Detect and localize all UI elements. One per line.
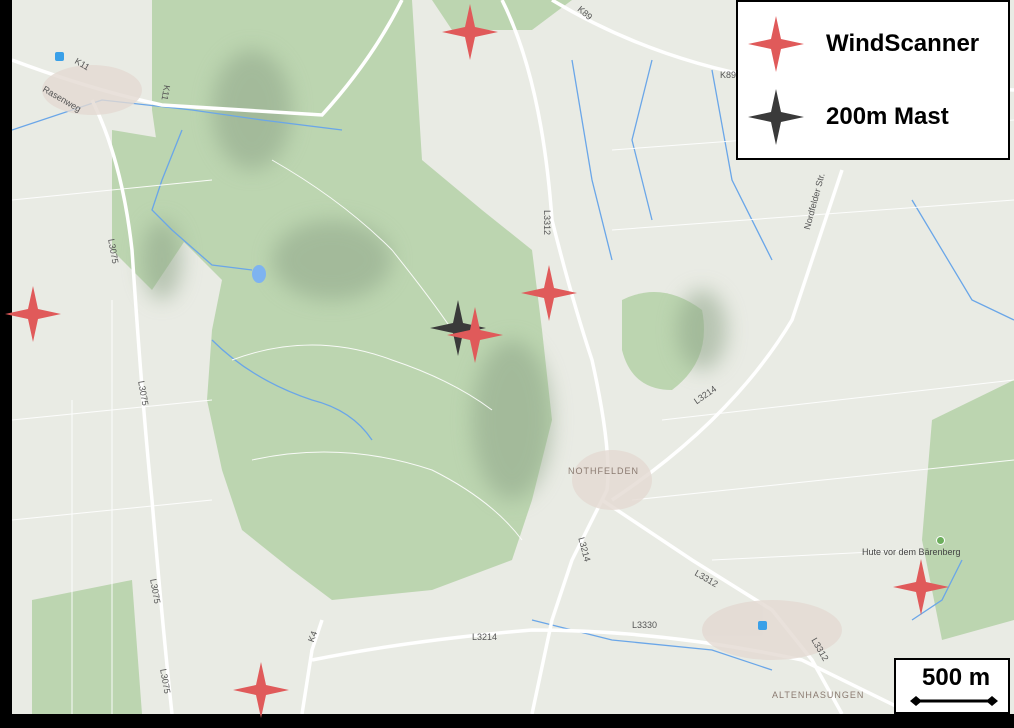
windscanner-marker[interactable] [233, 662, 289, 718]
windscanner-marker[interactable] [5, 286, 61, 342]
windscanner-marker[interactable] [521, 265, 577, 321]
pond [252, 265, 266, 283]
label-hute-vor-dem-baerenberg: Hute vor dem Bärenberg [862, 547, 961, 557]
windscanner-marker[interactable] [442, 4, 498, 60]
legend-item-mast: 200m Mast [748, 89, 949, 145]
legend: WindScanner 200m Mast [736, 0, 1010, 160]
map-base [12, 0, 1014, 714]
legend-item-windscanner: WindScanner [748, 16, 979, 72]
label-l3214-c: L3214 [472, 632, 498, 642]
windscanner-marker[interactable] [447, 307, 503, 363]
label-l3330: L3330 [632, 620, 658, 630]
streams [12, 59, 1014, 671]
legend-label: 200m Mast [826, 103, 949, 130]
settlements [42, 65, 842, 660]
bus-stop-icon[interactable] [55, 52, 64, 61]
scale-label: 500 m [922, 664, 991, 691]
windscanner-marker[interactable] [893, 559, 949, 615]
four-point-star-icon [748, 16, 804, 72]
legend-label: WindScanner [826, 30, 980, 57]
label-k89-b: K89 [720, 70, 737, 80]
label-l3312-a: L3312 [542, 210, 552, 236]
bus-stop-icon[interactable] [758, 621, 767, 630]
label-nothfelden: NOTHFELDEN [568, 466, 640, 476]
nature-poi-icon[interactable] [936, 536, 945, 545]
four-point-star-icon [748, 89, 804, 145]
scale-bar: 500 m [894, 658, 1010, 714]
minor-roads [12, 119, 1014, 714]
label-altenhasungen: ALTENHASUNGEN [772, 690, 865, 700]
scale-line [910, 696, 998, 706]
